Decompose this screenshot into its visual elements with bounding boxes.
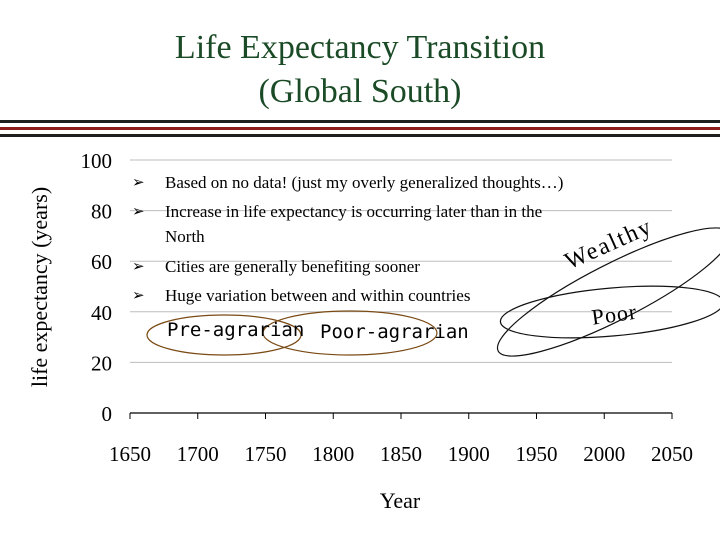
note-text-continued: North [165,227,205,246]
note-text: Increase in life expectancy is occurring… [165,202,543,221]
arrow-bullet-icon: ➢ [132,257,145,275]
grid-layer [130,159,672,363]
x-tick-label: 1800 [312,442,354,466]
pre-agrarian-label: Pre-agrarian [167,319,305,341]
poor-agrarian-oval [262,310,438,356]
y-tick-label: 0 [102,402,113,426]
x-tick-label: 1850 [380,442,422,466]
y-tick-label: 80 [91,200,112,224]
x-axis-label: Year [380,488,421,513]
arrow-bullet-icon: ➢ [132,286,145,304]
y-tick-label: 20 [91,351,112,375]
poor-oval [499,285,720,339]
wealthy-oval [496,227,720,357]
title-rule-top [0,120,720,123]
note-item: ➢ Based on no data! (just my overly gene… [132,168,632,197]
arrow-bullet-icon: ➢ [132,173,145,191]
y-tick-label: 40 [91,301,112,325]
note-item: ➢ Cities are generally benefiting sooner [132,252,632,281]
x-tick-label: 1700 [177,442,219,466]
poor-agrarian-label: Poor-agrarian [320,321,469,343]
x-tick-label: 1650 [109,442,151,466]
notes-list: ➢ Based on no data! (just my overly gene… [132,168,632,310]
arrow-bullet-icon: ➢ [132,202,145,220]
x-tick-label: 2000 [583,442,625,466]
note-item: ➢ Increase in life expectancy is occurri… [132,197,632,248]
pre-agrarian-oval [146,314,302,356]
slide-title: Life Expectancy Transition (Global South… [0,26,720,114]
axis-layer [129,412,673,419]
y-tick-label: 100 [81,149,113,173]
note-text: Based on no data! (just my overly genera… [165,173,564,192]
title-line-2: (Global South) [258,73,462,110]
note-item: ➢ Huge variation between and within coun… [132,281,632,310]
title-line-1: Life Expectancy Transition [174,29,546,66]
title-rule-red [0,127,720,130]
tick-label-layer: 0 20 40 60 80 100 1650 1700 1750 1800 1850 1900 1950… [81,149,694,466]
x-tick-label: 1950 [516,442,558,466]
x-tick-label: 1900 [448,442,490,466]
y-axis-label: life expectancy (years) [27,187,52,387]
x-tick-label: 1750 [245,442,287,466]
note-text: Cities are generally benefiting sooner [165,257,420,276]
title-rule-bottom [0,134,720,137]
note-text: Huge variation between and within countr… [165,286,471,305]
y-tick-label: 60 [91,250,112,274]
x-tick-label: 2050 [651,442,693,466]
